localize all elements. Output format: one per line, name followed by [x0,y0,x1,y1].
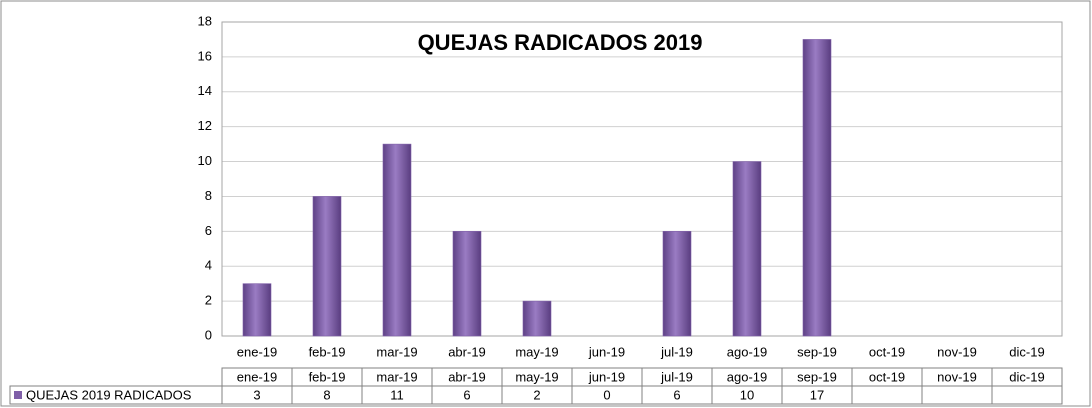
table-header: abr-19 [448,369,486,384]
y-tick-label: 2 [205,293,212,308]
bar [732,161,762,337]
bar [662,231,692,337]
bar [452,231,482,337]
table-value: 17 [810,387,824,402]
table-value: 0 [603,387,610,402]
table-header: mar-19 [376,369,417,384]
table-header: jul-19 [660,369,693,384]
x-tick-label: mar-19 [376,344,417,359]
plot-border [221,21,1063,337]
y-tick-label: 6 [205,223,212,238]
bar [312,196,342,337]
table-label-cell [9,385,223,405]
table-value: 10 [740,387,754,402]
x-tick-label: ago-19 [727,344,767,359]
x-tick-label: dic-19 [1009,344,1044,359]
y-tick-label: 18 [198,13,212,28]
table-header: ene-19 [237,369,277,384]
table-value: 6 [463,387,470,402]
bar [382,143,412,337]
table-value: 6 [673,387,680,402]
x-tick-label: oct-19 [869,344,905,359]
y-tick-label: 12 [198,118,212,133]
table-header: may-19 [515,369,558,384]
table-header: feb-19 [309,369,346,384]
table-value: 3 [253,387,260,402]
table-value: 11 [390,387,404,402]
bar [802,39,832,337]
x-tick-label: feb-19 [309,344,346,359]
x-tick-label: ene-19 [237,344,277,359]
y-tick-label: 0 [205,327,212,342]
y-tick-label: 8 [205,188,212,203]
legend-key [14,391,22,399]
table-header: dic-19 [1009,369,1044,384]
x-tick-label: nov-19 [937,344,977,359]
x-tick-label: abr-19 [448,344,486,359]
table-value: 8 [323,387,330,402]
y-tick-label: 10 [198,153,212,168]
x-tick-label: sep-19 [797,344,837,359]
chart-title: QUEJAS RADICADOS 2019 [418,30,703,55]
legend-label: QUEJAS 2019 RADICADOS [26,387,192,402]
y-tick-label: 4 [205,258,212,273]
y-tick-label: 14 [198,83,212,98]
y-tick-label: 16 [198,48,212,63]
table-header: ago-19 [727,369,767,384]
x-tick-label: jun-19 [588,344,625,359]
table-header: jun-19 [588,369,625,384]
table-header: nov-19 [937,369,977,384]
table-header: sep-19 [797,369,837,384]
x-tick-label: jul-19 [660,344,693,359]
bar [522,300,552,337]
bar [242,283,272,337]
x-tick-label: may-19 [515,344,558,359]
table-value: 2 [533,387,540,402]
table-header: oct-19 [869,369,905,384]
